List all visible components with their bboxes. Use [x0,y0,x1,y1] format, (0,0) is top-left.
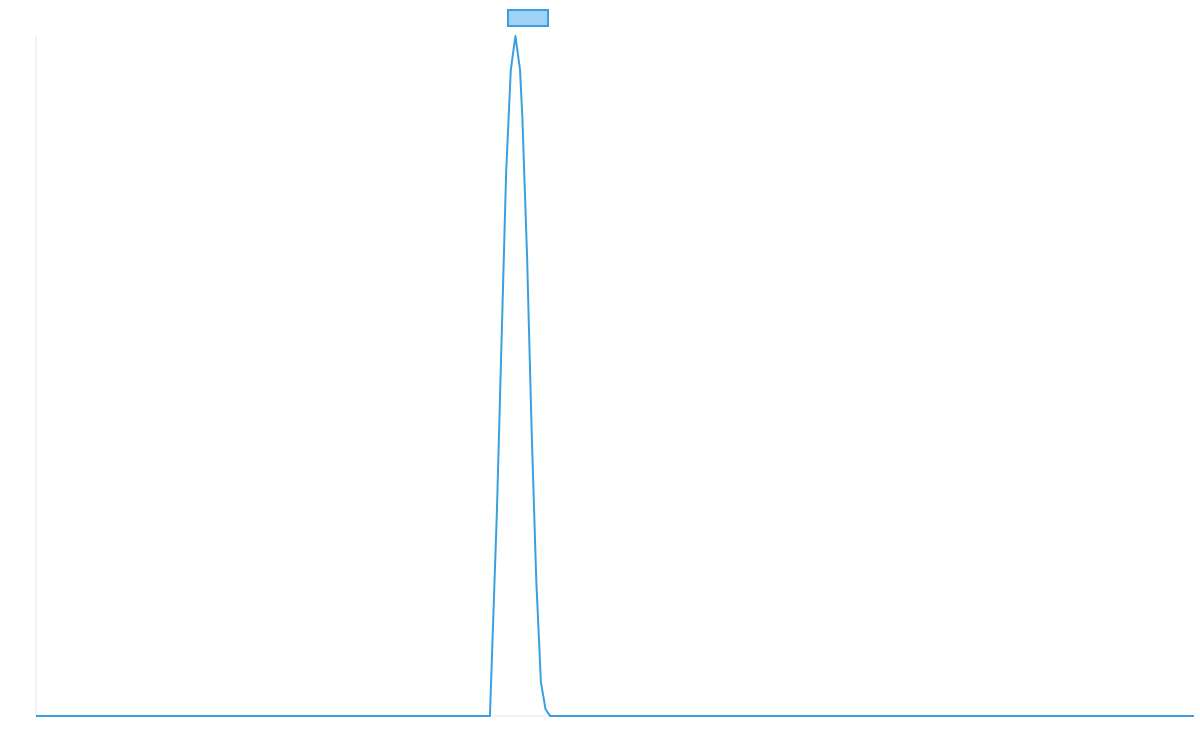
series-line-0 [36,35,1194,717]
legend-swatch[interactable] [507,9,549,27]
